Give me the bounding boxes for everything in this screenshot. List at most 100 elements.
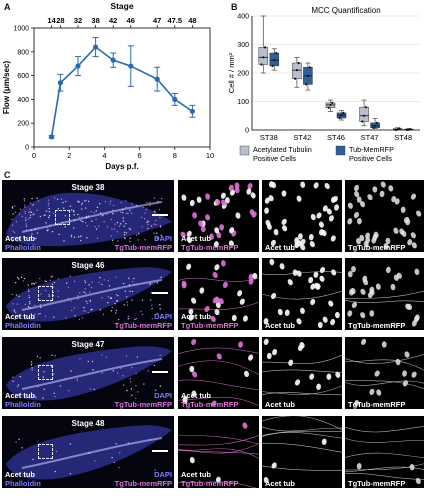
cell-dot [39,215,42,218]
x-tick-label: 6 [138,151,142,160]
tile-label-acet-tub: Acet tub [265,400,295,409]
cell-dot [112,370,115,372]
cell-dot [46,226,48,229]
cell-dot [11,218,13,221]
cell [209,233,214,240]
cell-dot [106,226,109,228]
nerve-fiber [345,466,424,473]
box-dot [340,114,343,117]
cell [319,266,326,274]
cell-dot [125,212,128,215]
cell-dot [16,303,19,305]
cell-field [178,260,259,322]
cell [235,212,241,219]
cell-dot [14,318,16,321]
cell-dot [120,211,122,213]
cell [391,196,397,203]
cell-dot [155,219,157,222]
cell-dot [24,303,27,306]
cell-dot [36,232,39,234]
cell [263,318,269,325]
cell-dot [69,443,72,445]
overview-tile [2,337,174,409]
cell-dot [90,211,92,213]
cell [279,263,285,270]
nerve-fiber [262,432,342,439]
cell [331,269,337,276]
legend-swatch [335,145,346,156]
cell [189,199,195,207]
tail-tissue [6,192,172,247]
cell-dot [77,236,80,238]
cell [300,244,306,251]
cell-dot [140,310,142,313]
cell [330,196,336,203]
nerve-fiber [345,452,424,459]
roi-box [38,365,53,380]
cell-dot [87,311,89,314]
cell-dot [71,209,73,211]
cell [231,314,237,322]
cell [228,184,234,191]
cell [222,281,228,289]
cell-dot [40,293,42,295]
cell-dot [89,300,92,303]
cell-dot [156,236,158,239]
cell-dot [14,311,17,314]
top-tick-label: 38 [91,16,99,25]
cell-dot [70,300,72,302]
cell [310,283,316,290]
cell-dot [70,234,73,236]
channel-label-tgtub: TgTub-memRFP [114,321,172,330]
zoom-tile-col2: Acet tub [262,258,342,330]
cell-dot [54,470,56,473]
cell-dot [73,227,75,229]
cell-dot [111,306,113,309]
cell [250,192,256,199]
tile-label-acet-tub: Acet tub [181,234,211,243]
cell-dot [27,306,30,308]
cell-dot [129,240,131,243]
cell-dot [99,309,101,311]
channel-label-acet-tub: Acet tub [5,391,35,400]
cell-dot [101,297,103,299]
cell-field [262,258,342,329]
cell-dot [57,296,60,298]
nerve-fiber [262,354,342,364]
cell-dot [110,310,113,312]
cell-dot [51,354,53,357]
cell-dot [92,369,94,371]
cell-dot [104,201,107,203]
cell [219,224,225,231]
cell-dot [77,213,79,216]
cell-dot [27,284,30,286]
cell-dot [95,228,98,230]
box-dot [372,126,375,129]
cell-dot [85,216,88,219]
cell-dot [101,354,103,356]
cell-dot [24,220,27,222]
cell [277,308,283,316]
cell-dot [83,200,86,202]
cell-dot [19,314,21,316]
cell [356,196,362,203]
cell [268,195,274,202]
cell [317,321,323,329]
cell-dot [27,288,30,290]
cell [310,298,316,306]
cell-dot [30,364,33,366]
cell-dot [125,232,128,234]
cell-dot [64,226,66,228]
cell [330,318,336,326]
cell-dot [20,276,23,278]
cell [242,422,248,429]
cell-dot [95,218,97,221]
cell [181,194,187,201]
y-tick-label: 300 [237,42,249,49]
cell-dot [36,355,39,358]
cell-dot [161,197,163,200]
data-point [57,80,64,86]
cell [300,307,305,314]
cell-dot [83,310,85,312]
